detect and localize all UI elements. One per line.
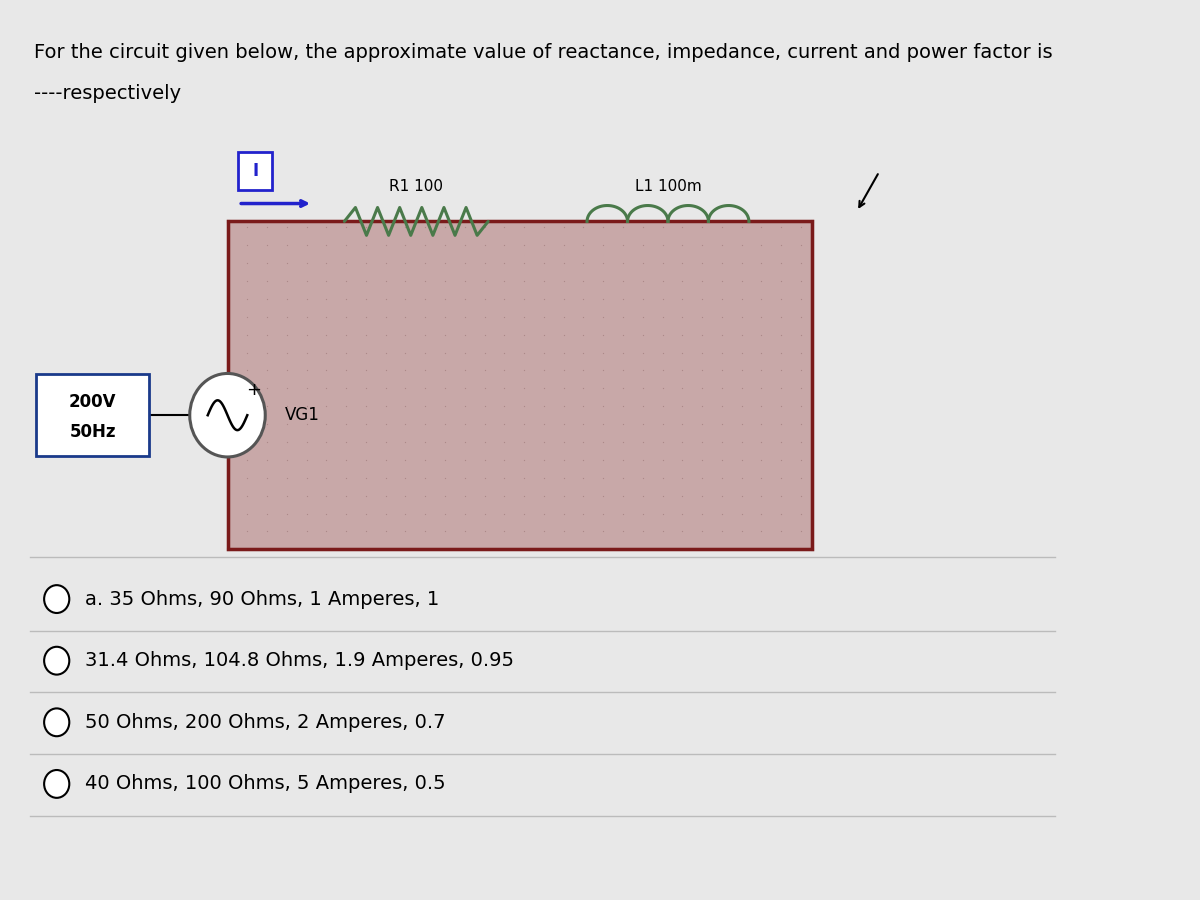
Bar bbox=[36, 374, 149, 456]
Text: 31.4 Ohms, 104.8 Ohms, 1.9 Amperes, 0.95: 31.4 Ohms, 104.8 Ohms, 1.9 Amperes, 0.95 bbox=[85, 652, 515, 670]
Text: VG1: VG1 bbox=[286, 406, 320, 424]
Text: 200V: 200V bbox=[68, 393, 116, 411]
Text: 50Hz: 50Hz bbox=[70, 423, 116, 441]
Bar bbox=[239, 152, 272, 190]
Text: 50 Ohms, 200 Ohms, 2 Amperes, 0.7: 50 Ohms, 200 Ohms, 2 Amperes, 0.7 bbox=[85, 713, 446, 732]
Text: 40 Ohms, 100 Ohms, 5 Amperes, 0.5: 40 Ohms, 100 Ohms, 5 Amperes, 0.5 bbox=[85, 774, 446, 794]
Circle shape bbox=[44, 585, 70, 613]
Circle shape bbox=[44, 647, 70, 675]
Text: For the circuit given below, the approximate value of reactance, impedance, curr: For the circuit given below, the approxi… bbox=[35, 42, 1052, 61]
Text: L1 100m: L1 100m bbox=[635, 178, 701, 194]
Bar bbox=[228, 221, 811, 549]
Circle shape bbox=[44, 770, 70, 797]
Text: ----respectively: ----respectively bbox=[35, 85, 181, 104]
Circle shape bbox=[190, 374, 265, 457]
Circle shape bbox=[44, 708, 70, 736]
Text: I: I bbox=[252, 162, 258, 180]
Text: R1 100: R1 100 bbox=[389, 178, 443, 194]
Text: a. 35 Ohms, 90 Ohms, 1 Amperes, 1: a. 35 Ohms, 90 Ohms, 1 Amperes, 1 bbox=[85, 590, 439, 608]
Text: +: + bbox=[246, 382, 262, 400]
